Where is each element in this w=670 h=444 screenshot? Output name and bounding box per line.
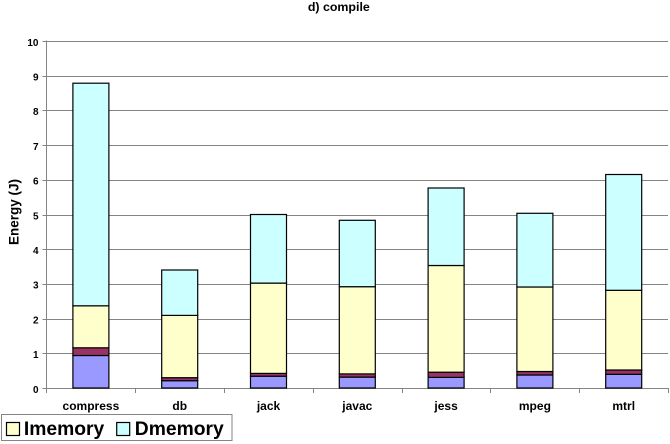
svg-text:9: 9	[33, 73, 39, 84]
svg-text:jack: jack	[256, 399, 281, 413]
svg-text:mtrl: mtrl	[612, 399, 635, 413]
svg-text:Dmemory: Dmemory	[135, 419, 224, 440]
svg-text:4: 4	[33, 246, 39, 257]
svg-text:jess: jess	[433, 399, 458, 413]
svg-text:db: db	[172, 399, 187, 413]
svg-text:7: 7	[33, 142, 39, 153]
svg-text:compress: compress	[63, 399, 120, 413]
svg-text:javac: javac	[341, 399, 372, 413]
svg-text:5: 5	[33, 211, 39, 222]
svg-text:d) compile: d) compile	[308, 0, 370, 14]
svg-text:Energy (J): Energy (J)	[7, 179, 22, 245]
svg-text:3: 3	[33, 281, 39, 292]
svg-text:2: 2	[33, 315, 39, 326]
svg-text:10: 10	[27, 38, 39, 49]
svg-text:Imemory: Imemory	[24, 419, 105, 440]
svg-text:1: 1	[33, 350, 39, 361]
svg-text:8: 8	[33, 107, 39, 118]
svg-text:0: 0	[33, 385, 39, 396]
svg-text:mpeg: mpeg	[519, 399, 551, 413]
svg-text:6: 6	[33, 177, 39, 188]
